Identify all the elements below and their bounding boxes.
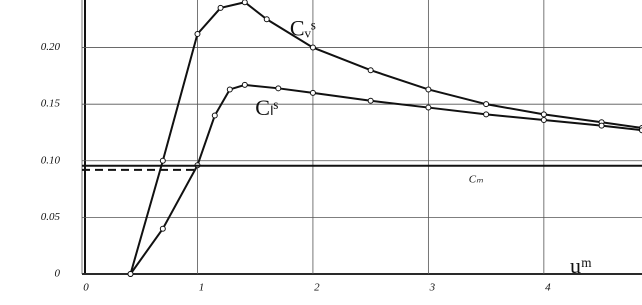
- data-point: [483, 101, 490, 108]
- y-tick-label: 0.20: [41, 41, 61, 53]
- y-tick-label: 0: [55, 268, 61, 280]
- x-tick-label: 0: [83, 282, 89, 294]
- data-point: [483, 111, 490, 118]
- data-point: [241, 81, 248, 88]
- series-label: Cᵥˢ: [290, 16, 316, 41]
- data-point: [598, 122, 605, 129]
- data-point: [367, 67, 374, 74]
- x-tick-label: 1: [199, 282, 205, 294]
- data-point: [226, 86, 233, 93]
- x-tick-label: 2: [314, 282, 320, 294]
- series-label: Cₗˢ: [255, 95, 278, 120]
- data-point: [159, 157, 166, 164]
- x-tick-label: 4: [545, 282, 551, 294]
- data-point: [275, 85, 282, 92]
- data-point: [159, 225, 166, 232]
- x-tick-label: 3: [429, 282, 436, 294]
- data-point: [309, 44, 316, 51]
- data-point: [309, 89, 316, 96]
- data-point: [127, 271, 134, 277]
- data-point: [194, 30, 201, 37]
- x-axis-label: uᵐ: [570, 253, 592, 278]
- y-tick-label: 0.15: [41, 98, 61, 110]
- data-point: [639, 127, 642, 134]
- data-point: [540, 117, 547, 124]
- data-point: [211, 112, 218, 119]
- y-tick-label: 0.10: [41, 154, 61, 166]
- data-point: [217, 4, 224, 11]
- series-label: Cₘ: [469, 174, 483, 186]
- data-point: [425, 86, 432, 93]
- data-point: [540, 111, 547, 118]
- data-point: [367, 97, 374, 104]
- data-point: [263, 16, 270, 23]
- y-tick-label: 0.05: [41, 211, 61, 223]
- data-point: [425, 104, 432, 111]
- data-point: [241, 0, 248, 6]
- line-series: [129, 83, 642, 275]
